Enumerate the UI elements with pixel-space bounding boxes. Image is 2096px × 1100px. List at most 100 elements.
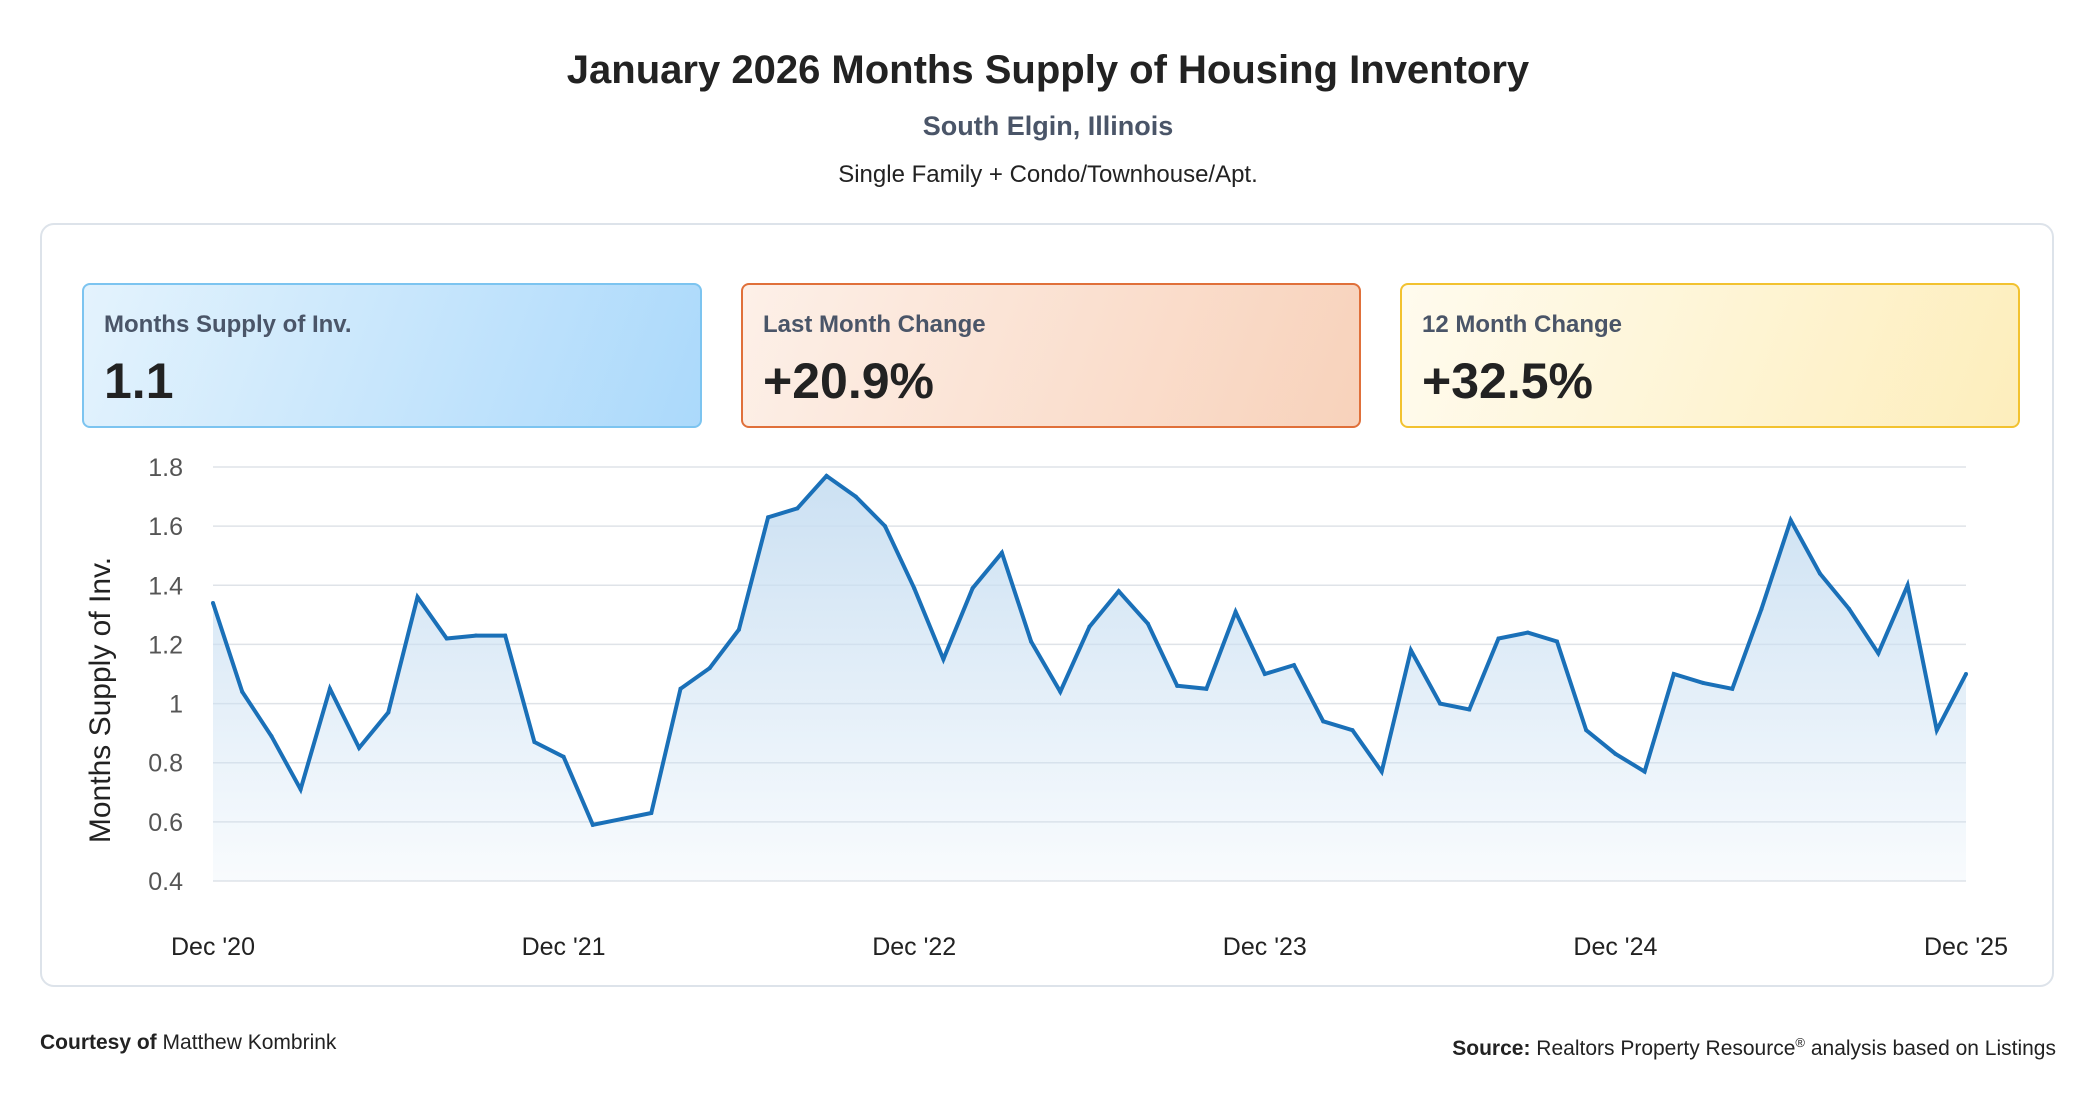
data-point <box>590 822 595 827</box>
y-tick-label: 1.6 <box>148 513 183 541</box>
data-point <box>999 550 1004 555</box>
data-point <box>1701 680 1706 685</box>
twelve-month-change-card: 12 Month Change +32.5% <box>1400 283 2020 428</box>
data-point <box>1905 583 1910 588</box>
data-point <box>1876 651 1881 656</box>
courtesy-label: Courtesy of <box>40 1031 157 1054</box>
data-point <box>1671 672 1676 676</box>
x-tick-label: Dec '20 <box>171 933 255 961</box>
data-point <box>1029 639 1034 644</box>
y-axis-ticks: 1.8 1.6 1.4 1.2 1 0.8 0.6 0.4 <box>148 454 183 896</box>
courtesy-name: Matthew Kombrink <box>162 1031 337 1054</box>
data-point <box>1467 707 1472 712</box>
data-point <box>1116 589 1121 594</box>
data-point <box>620 816 625 821</box>
data-point <box>1438 701 1443 706</box>
data-point <box>240 689 245 694</box>
data-point <box>269 734 274 739</box>
data-point <box>1262 672 1267 676</box>
y-tick-label: 0.8 <box>148 750 183 778</box>
months-supply-card: Months Supply of Inv. 1.1 <box>82 283 702 428</box>
data-point <box>824 473 829 478</box>
area-fill-layer <box>213 475 1966 881</box>
data-point <box>1321 719 1326 724</box>
data-point <box>1817 571 1822 576</box>
data-point <box>1233 609 1238 614</box>
data-point <box>1496 636 1501 641</box>
twelve-month-change-value: +32.5% <box>1422 353 1593 409</box>
series-area <box>213 475 1966 881</box>
data-point <box>1613 751 1618 756</box>
data-point <box>1058 689 1063 694</box>
data-point <box>1759 606 1764 611</box>
data-point <box>386 710 391 715</box>
location-subtitle: South Elgin, Illinois <box>922 111 1174 141</box>
data-point <box>1145 621 1150 626</box>
x-tick-label: Dec '21 <box>522 933 606 961</box>
data-point <box>298 787 303 792</box>
data-point <box>1788 518 1793 523</box>
data-point <box>1730 686 1735 691</box>
x-tick-label: Dec '23 <box>1223 933 1307 961</box>
source-text-suffix: analysis based on Listings <box>1805 1037 2056 1060</box>
x-tick-label: Dec '22 <box>872 933 956 961</box>
data-point <box>678 686 683 691</box>
y-tick-label: 0.4 <box>148 868 183 896</box>
data-point <box>1175 683 1180 688</box>
last-month-change-value: +20.9% <box>763 353 934 409</box>
data-point <box>766 515 771 520</box>
data-point <box>1642 769 1647 774</box>
data-point <box>1350 728 1355 733</box>
data-point <box>444 636 449 641</box>
source-footer: Source: Realtors Property Resource® anal… <box>1452 1028 2056 1064</box>
y-tick-label: 1.4 <box>148 572 183 600</box>
data-point <box>912 586 917 591</box>
data-point <box>795 506 800 511</box>
data-point <box>211 601 215 606</box>
data-point <box>882 524 887 529</box>
series-line-layer <box>211 473 1968 828</box>
data-point <box>1934 728 1939 733</box>
months-supply-value: 1.1 <box>104 353 174 409</box>
courtesy-footer: Courtesy of Matthew Kombrink <box>40 1028 336 1058</box>
y-tick-label: 0.6 <box>148 809 183 837</box>
data-point <box>736 627 741 632</box>
data-point <box>1525 630 1530 635</box>
last-month-change-label: Last Month Change <box>763 311 986 338</box>
data-point <box>649 810 654 815</box>
source-label: Source: <box>1452 1037 1531 1060</box>
data-point <box>970 586 975 591</box>
twelve-month-change-label: 12 Month Change <box>1422 311 1623 338</box>
property-types-subtitle: Single Family + Condo/Townhouse/Apt. <box>838 161 1258 188</box>
data-point <box>1964 672 1968 676</box>
data-point <box>853 494 858 499</box>
data-point <box>415 595 420 600</box>
data-point <box>1087 624 1092 629</box>
source-text: Realtors Property Resource <box>1536 1037 1796 1060</box>
data-point <box>1584 728 1589 733</box>
data-point <box>1379 769 1384 774</box>
data-point <box>1847 606 1852 611</box>
data-point <box>473 633 478 638</box>
months-supply-label: Months Supply of Inv. <box>104 311 352 338</box>
y-tick-label: 1 <box>169 691 183 719</box>
chart-title: January 2026 Months Supply of Housing In… <box>566 48 1530 92</box>
data-point <box>941 657 946 662</box>
y-tick-label: 1.2 <box>148 631 183 659</box>
data-point <box>1292 663 1297 668</box>
data-point <box>532 740 537 745</box>
y-tick-label: 1.8 <box>148 454 183 482</box>
x-tick-label: Dec '25 <box>1924 933 2008 961</box>
last-month-change-card: Last Month Change +20.9% <box>741 283 1361 428</box>
data-point <box>707 666 712 671</box>
data-point <box>327 686 332 691</box>
y-axis-label: Months Supply of Inv. <box>84 557 117 843</box>
registered-mark: ® <box>1795 1035 1805 1050</box>
data-point <box>1204 686 1209 691</box>
data-point <box>357 745 362 750</box>
data-point <box>561 754 566 759</box>
chart-header: January 2026 Months Supply of Housing In… <box>0 40 2096 192</box>
x-tick-label: Dec '24 <box>1573 933 1657 961</box>
x-axis-ticks: Dec '20 Dec '21 Dec '22 Dec '23 Dec '24 Dec '… <box>171 933 2008 961</box>
